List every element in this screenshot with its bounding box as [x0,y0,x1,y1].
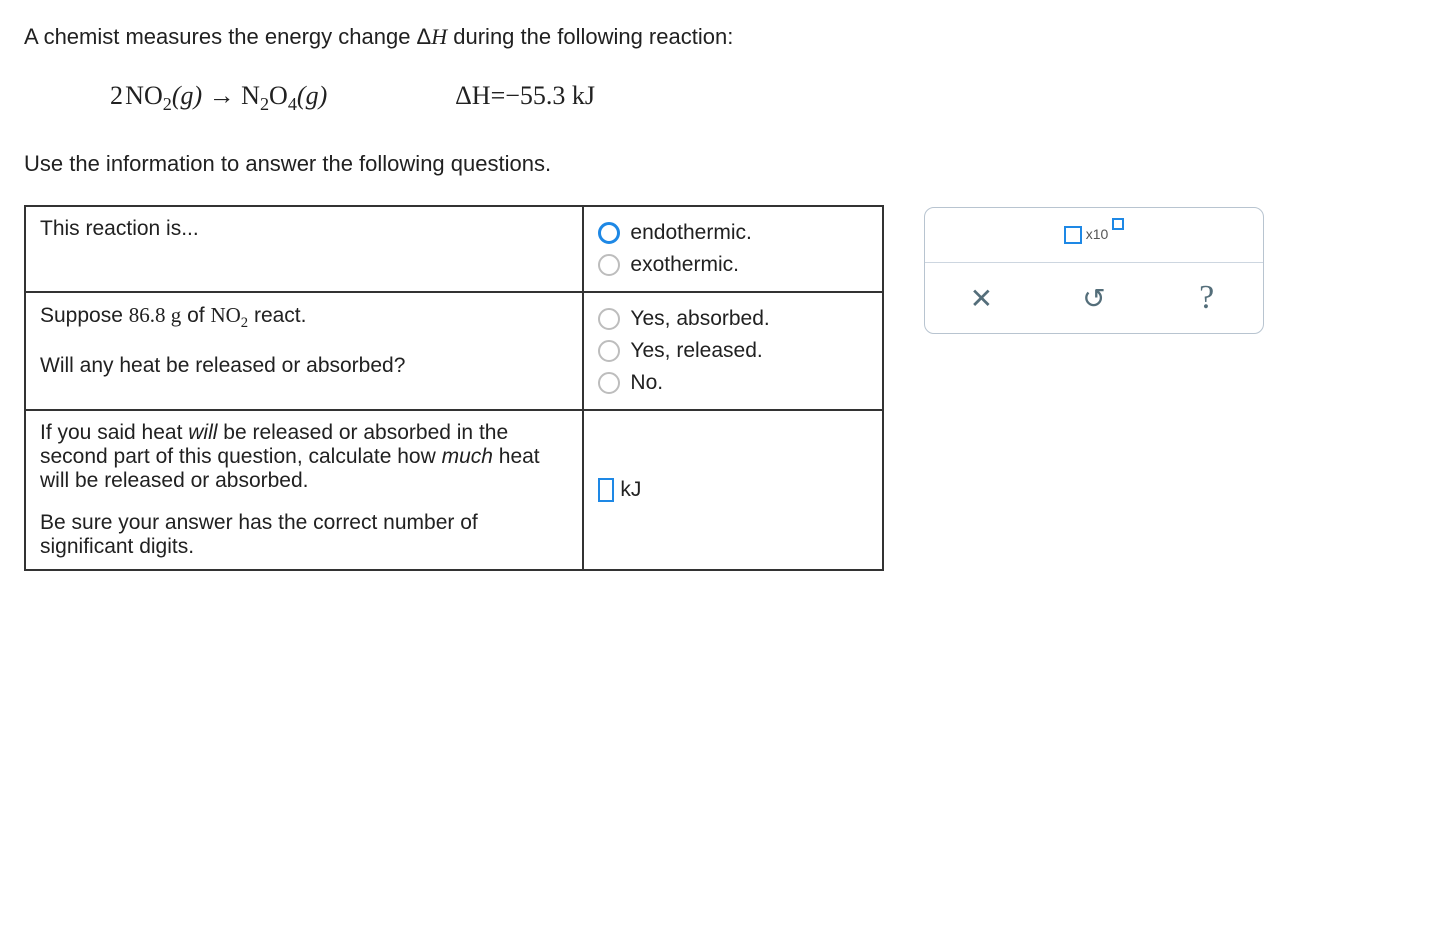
undo-button[interactable]: ↺ [1038,263,1151,333]
q3-unit: kJ [620,478,641,501]
q3-prompt: If you said heat will be released or abs… [25,410,583,570]
q2-prompt: Suppose 86.8 g of NO2 react. Will any he… [25,292,583,410]
table-row: This reaction is... endothermic. exother… [25,206,883,292]
reaction-equation: 2 NO2(g) → N2O4(g) ΔH=−55.3 kJ [110,81,1426,115]
q2-radio-absorbed[interactable] [598,308,620,330]
table-row: Suppose 86.8 g of NO2 react. Will any he… [25,292,883,410]
q2-label-no: No. [630,371,663,395]
help-icon: ? [1199,279,1214,317]
q3-answer-input[interactable] [598,478,614,502]
q1-radio-exothermic[interactable] [598,254,620,276]
mantissa-box-icon [1064,226,1082,244]
q2-label-absorbed: Yes, absorbed. [630,307,769,331]
q2-label-released: Yes, released. [630,339,762,363]
x-icon: ✕ [970,282,993,315]
clear-button[interactable]: ✕ [925,263,1038,333]
exponent-box-icon [1112,218,1124,230]
q1-prompt: This reaction is... [25,206,583,292]
instruction-text: Use the information to answer the follow… [24,151,1426,177]
help-button[interactable]: ? [1150,263,1263,333]
question-table: This reaction is... endothermic. exother… [24,205,884,571]
intro-text: A chemist measures the energy change ΔH … [24,20,1426,53]
undo-icon: ↺ [1082,282,1105,315]
table-row: If you said heat will be released or abs… [25,410,883,570]
q1-radio-endothermic[interactable] [598,222,620,244]
q1-label-endothermic: endothermic. [630,221,751,245]
sci-notation-button[interactable]: x10 [1064,226,1125,244]
tool-panel: x10 ✕ ↺ ? [924,207,1264,334]
q1-label-exothermic: exothermic. [630,253,739,277]
q2-radio-no[interactable] [598,372,620,394]
q2-radio-released[interactable] [598,340,620,362]
